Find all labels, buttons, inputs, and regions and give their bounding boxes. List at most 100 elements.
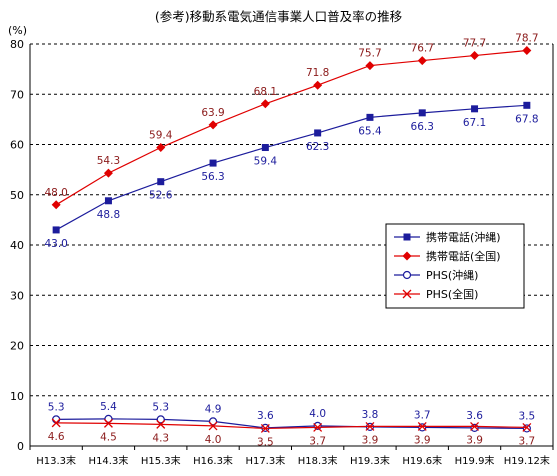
y-tick-labels: 0 10 20 30 40 50 60 70 80(%) (8, 24, 27, 453)
data-label: 62.3 (306, 141, 329, 153)
data-point (260, 99, 270, 109)
data-point (51, 418, 61, 428)
data-label: 4.5 (100, 431, 117, 443)
data-point (156, 143, 166, 153)
data-label: 4.9 (205, 403, 222, 415)
data-point (313, 422, 323, 432)
y-tick-label: 40 (10, 239, 24, 252)
data-label: 3.5 (518, 410, 535, 422)
x-tick-label: H18.3末 (298, 454, 338, 467)
data-label: 3.6 (257, 410, 274, 422)
x-tick-label: H19.6末 (402, 454, 442, 467)
y-tick-label: 80 (10, 38, 24, 51)
data-point (103, 168, 113, 178)
data-point (366, 113, 374, 121)
data-label: 3.7 (309, 435, 326, 447)
x-tick-label: H19.3末 (350, 454, 390, 467)
data-point (208, 120, 218, 130)
data-point (522, 424, 531, 433)
data-point (208, 421, 218, 431)
data-point (209, 159, 217, 167)
series-line-3 (56, 418, 527, 430)
data-label: 4.3 (152, 432, 169, 444)
data-point (522, 46, 532, 56)
data-point (523, 101, 531, 109)
data-point (470, 423, 479, 433)
data-label: 43.0 (44, 238, 67, 250)
y-tick-label: 50 (10, 189, 24, 202)
data-label: 67.8 (515, 113, 538, 125)
y-tick-label: 70 (10, 88, 24, 101)
data-point (522, 422, 532, 432)
data-point (314, 129, 322, 137)
data-point (313, 421, 322, 430)
data-label: 59.4 (254, 156, 278, 168)
data-point (313, 80, 323, 90)
data-label: 4.0 (309, 408, 326, 420)
y-unit-label: (%) (8, 24, 27, 37)
x-tick-label: H15.3末 (141, 454, 181, 467)
y-tick-label: 0 (17, 440, 24, 453)
data-point (471, 105, 479, 113)
data-label: 77.7 (463, 38, 486, 50)
data-label: 48.8 (97, 209, 120, 221)
data-point (156, 415, 165, 424)
data-label: 52.6 (149, 190, 173, 202)
data-label: 59.4 (149, 130, 173, 142)
data-label: 56.3 (201, 171, 224, 183)
x-tick-label: H19.9末 (455, 454, 495, 467)
data-label: 4.6 (48, 431, 65, 443)
legend-marker (403, 233, 411, 241)
legend-marker (402, 289, 412, 299)
data-label: 66.3 (411, 121, 434, 133)
data-point (52, 226, 60, 234)
x-tick-label: H17.3末 (245, 454, 285, 467)
data-label: 71.8 (306, 67, 329, 79)
data-label: 3.5 (257, 436, 274, 448)
data-point (208, 417, 218, 426)
legend-marker (402, 251, 412, 261)
x-tick-label: H13.3末 (36, 454, 76, 467)
data-point (470, 421, 480, 431)
legend-entry: 携帯電話(全国) (426, 249, 501, 263)
data-label: 3.9 (414, 434, 431, 446)
data-point (157, 178, 165, 186)
data-point (365, 421, 375, 431)
data-point (260, 423, 270, 433)
x-tick-label: H16.3末 (193, 454, 233, 467)
data-label: 5.3 (48, 401, 65, 413)
data-label: 3.9 (362, 434, 379, 446)
data-point (365, 61, 375, 71)
data-point (470, 51, 480, 61)
data-label: 54.3 (97, 155, 120, 167)
y-tick-label: 10 (10, 390, 24, 403)
legend-entry: 携帯電話(沖縄) (426, 230, 501, 244)
legend-entry: PHS(全国) (426, 287, 478, 301)
series-line-2 (55, 49, 527, 206)
data-point (418, 109, 426, 117)
chart-title: (参考)移動系電気通信事業人口普及率の推移 (154, 9, 403, 24)
data-label: 48.0 (44, 187, 67, 199)
data-point (417, 421, 427, 431)
data-label: 3.8 (362, 409, 379, 421)
series-line-4 (56, 422, 527, 430)
data-label: 4.0 (205, 434, 222, 446)
data-point (418, 423, 427, 432)
data-label: 63.9 (201, 107, 224, 119)
legend-marker (402, 270, 412, 280)
data-label: 5.4 (100, 401, 117, 413)
data-label: 76.7 (411, 43, 434, 55)
x-tick-labels: H13.3末 H14.3末 H15.3末 H16.3末 H17.3末 H18.3末 H19.… (36, 454, 550, 467)
data-label: 3.7 (414, 409, 431, 421)
data-label: 67.1 (463, 117, 486, 129)
data-point (104, 414, 113, 423)
x-tick-label: H14.3末 (89, 454, 129, 467)
data-point (261, 144, 269, 152)
series-group (51, 46, 532, 433)
data-label: 68.1 (254, 86, 277, 98)
data-point (52, 415, 61, 424)
data-point (51, 200, 61, 210)
y-tick-label: 20 (10, 340, 24, 353)
axes (29, 44, 554, 450)
y-tick-label: 60 (10, 139, 24, 152)
